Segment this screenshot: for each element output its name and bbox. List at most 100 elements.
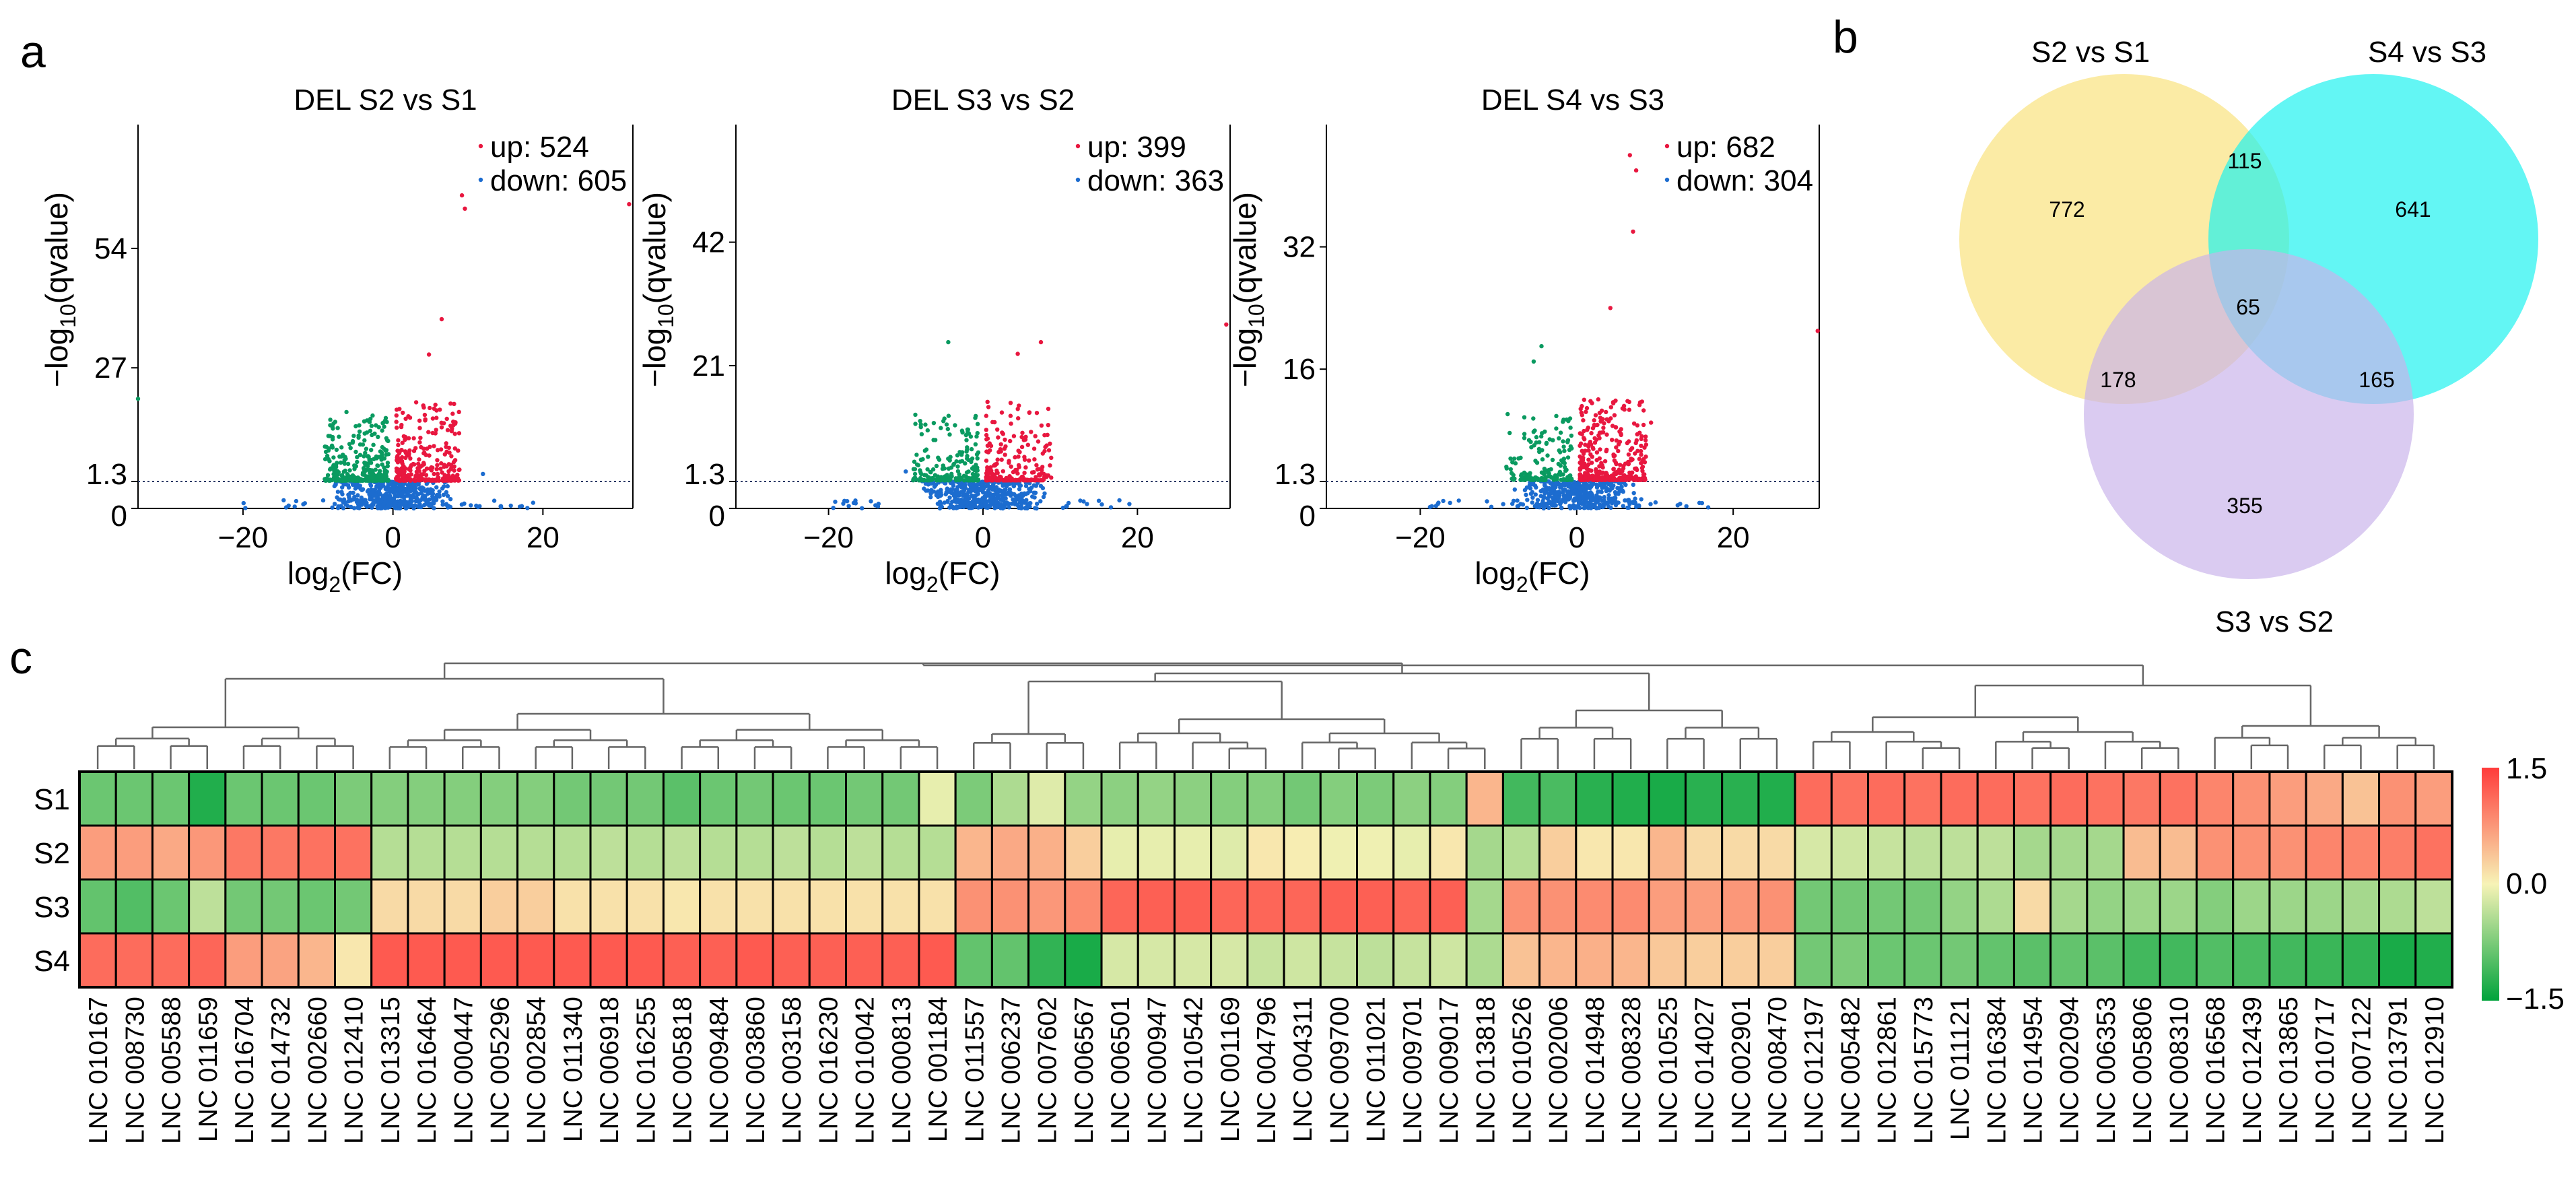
- data-point: [332, 502, 337, 506]
- volcano-title: DEL S2 vs S1: [294, 84, 477, 116]
- data-point: [449, 429, 454, 434]
- heatmap-cell: [1319, 932, 1359, 989]
- heatmap-row-label: S2: [34, 837, 70, 870]
- y-tick-label: 1.3: [684, 458, 725, 491]
- data-point: [1600, 417, 1605, 422]
- data-point: [986, 405, 991, 409]
- heatmap-cell: [772, 824, 811, 881]
- data-point: [413, 446, 418, 451]
- data-point: [1524, 505, 1529, 510]
- data-point: [1601, 426, 1606, 430]
- heatmap-cell: [881, 932, 920, 989]
- data-point: [1578, 476, 1583, 481]
- data-point: [1582, 461, 1587, 466]
- heatmap-cell: [479, 878, 519, 935]
- data-point: [423, 453, 428, 457]
- data-point: [366, 478, 371, 483]
- data-point: [975, 431, 980, 436]
- data-point: [440, 502, 445, 507]
- data-point: [922, 448, 928, 453]
- heatmap-column-label: LNC 007602: [1033, 997, 1062, 1144]
- colorbar-max-label: 1.5: [2506, 752, 2547, 785]
- heatmap-cell: [78, 770, 117, 827]
- data-point: [1539, 434, 1544, 439]
- data-point: [1005, 500, 1009, 505]
- data-point: [1588, 452, 1593, 457]
- data-point: [1639, 453, 1643, 457]
- data-point: [380, 453, 384, 457]
- data-point: [344, 409, 349, 415]
- colorbar: [2482, 768, 2499, 1001]
- data-point: [1522, 470, 1527, 475]
- data-point: [1581, 418, 1586, 423]
- heatmap-cell: [78, 824, 117, 881]
- data-point: [401, 490, 406, 495]
- data-point: [1519, 473, 1524, 478]
- data-point: [919, 478, 924, 483]
- data-point: [1571, 503, 1576, 508]
- data-point: [349, 504, 353, 509]
- data-point: [384, 452, 388, 457]
- data-point: [358, 453, 363, 457]
- heatmap-cell: [1429, 932, 1468, 989]
- data-point: [1555, 477, 1559, 482]
- data-point: [380, 428, 384, 433]
- data-point: [1027, 458, 1031, 463]
- data-point: [1575, 504, 1580, 509]
- heatmap-cell: [881, 878, 920, 935]
- data-point: [914, 462, 920, 467]
- data-point: [459, 502, 465, 507]
- scatter-points: [1427, 153, 1820, 510]
- legend-up: up: 524: [490, 131, 589, 164]
- colorbar-min-label: −1.5: [2506, 982, 2565, 1015]
- heatmap-cell: [2305, 824, 2344, 881]
- data-point: [1599, 490, 1604, 494]
- venn-label-s2-vs-s1: S2 vs S1: [2031, 36, 2150, 69]
- x-tick-label: −20: [1395, 521, 1446, 554]
- data-point: [947, 478, 951, 483]
- data-point: [1448, 500, 1452, 505]
- heatmap-column-label: LNC 013315: [376, 997, 405, 1144]
- data-point: [975, 456, 980, 461]
- heatmap-cell: [2159, 878, 2198, 935]
- data-point: [358, 477, 364, 482]
- data-point: [1544, 441, 1549, 446]
- heatmap-cell: [1940, 878, 1979, 935]
- data-point: [1586, 448, 1591, 453]
- heatmap-column-label: LNC 016568: [2202, 997, 2231, 1144]
- heatmap-cell: [1830, 932, 1870, 989]
- heatmap-cell: [479, 932, 519, 989]
- data-point: [1619, 477, 1624, 482]
- data-point: [934, 463, 939, 469]
- data-point: [508, 503, 513, 508]
- heatmap-column-label: LNC 013791: [2384, 997, 2413, 1144]
- data-point: [959, 498, 965, 503]
- data-point: [422, 498, 428, 502]
- data-point: [947, 432, 952, 437]
- data-point: [1531, 416, 1536, 421]
- data-point: [984, 432, 989, 438]
- data-point: [1583, 475, 1588, 480]
- data-point: [351, 506, 357, 510]
- heatmap-cell: [1538, 824, 1578, 881]
- data-point: [1607, 488, 1612, 493]
- data-point: [446, 505, 450, 510]
- data-point: [498, 504, 503, 509]
- heatmap-cell: [114, 932, 154, 989]
- data-point: [1561, 444, 1566, 449]
- heatmap-cell: [443, 878, 482, 935]
- heatmap-cell: [1210, 824, 1249, 881]
- heatmap-cell: [1501, 824, 1541, 881]
- data-point: [1456, 498, 1461, 503]
- data-point: [380, 444, 384, 450]
- heatmap-column-label: LNC 011021: [1362, 997, 1391, 1142]
- data-point: [974, 413, 978, 418]
- data-point: [1608, 405, 1613, 409]
- data-point: [980, 479, 985, 484]
- data-point: [989, 478, 994, 483]
- data-point: [1117, 498, 1122, 503]
- data-point: [1022, 455, 1027, 459]
- data-point: [1579, 465, 1584, 470]
- data-point: [444, 474, 448, 479]
- data-point: [439, 425, 444, 430]
